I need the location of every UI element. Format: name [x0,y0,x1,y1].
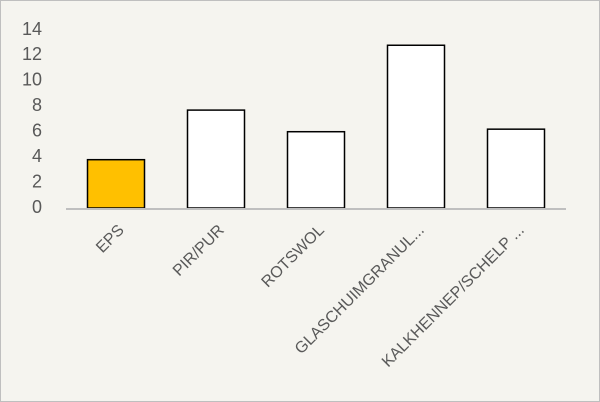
bar [386,44,446,209]
y-tick-label: 6 [32,120,42,140]
bar [86,158,146,209]
bar [486,128,546,209]
bar [286,130,346,209]
y-tick-label: 0 [32,197,42,217]
y-tick-label: 8 [32,95,42,115]
y-tick-label: 4 [32,146,42,166]
bar [186,109,246,209]
y-tick-label: 10 [22,70,42,90]
y-tick-label: 14 [22,19,42,39]
y-tick-label: 2 [32,171,42,191]
y-tick-label: 12 [22,44,42,64]
